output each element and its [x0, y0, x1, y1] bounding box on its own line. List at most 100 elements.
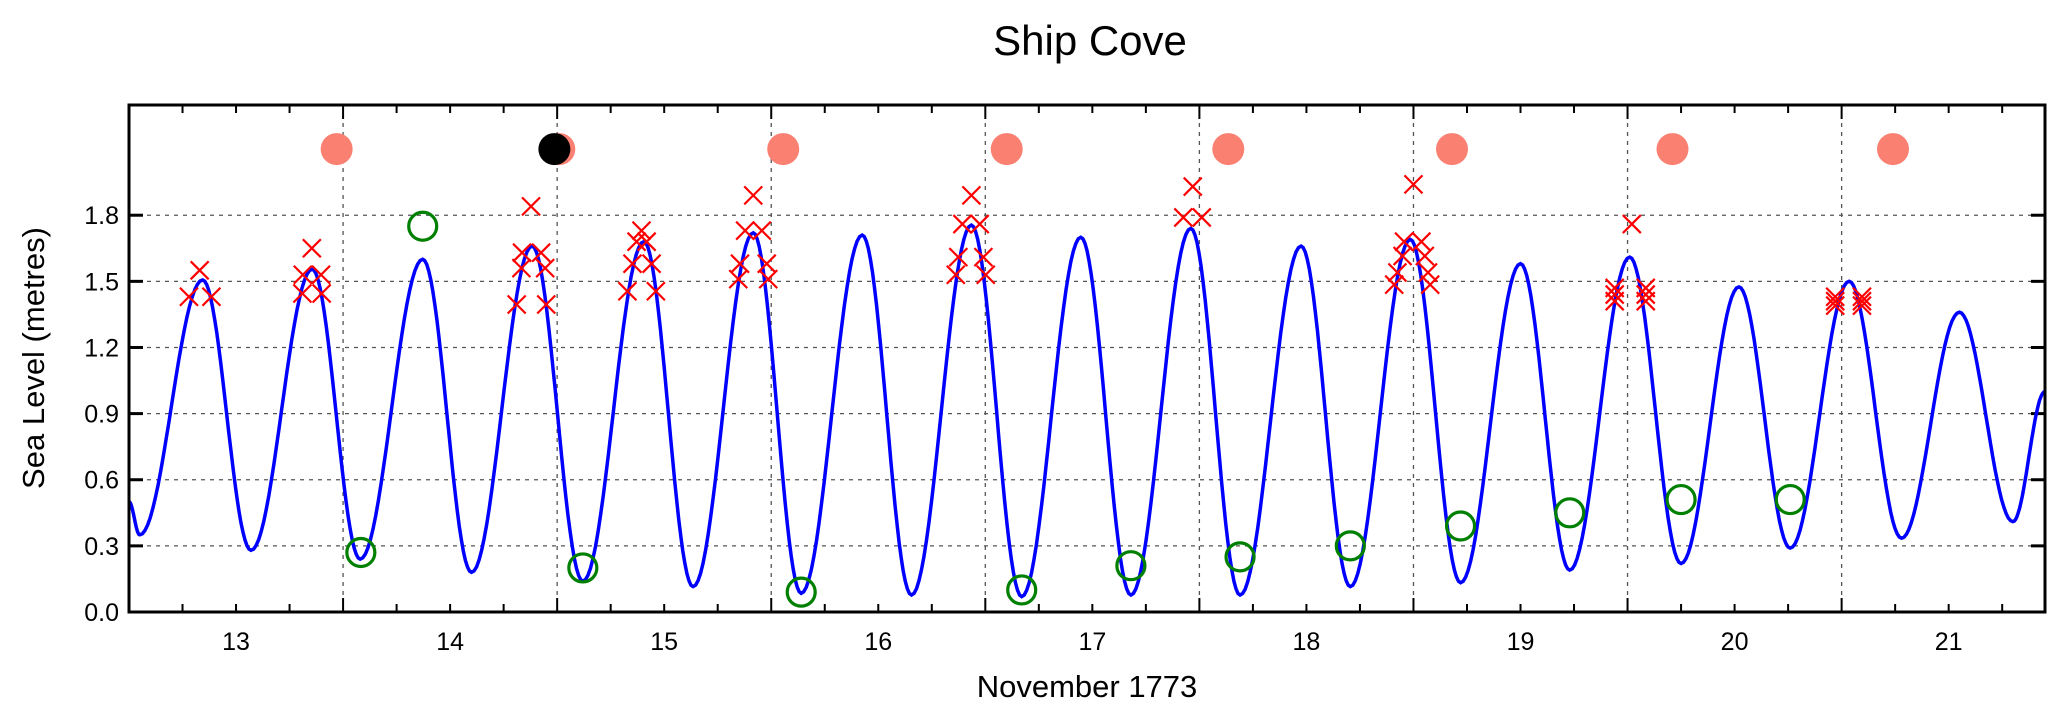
y-axis-label: Sea Level (metres)	[16, 227, 51, 489]
high-water-cross	[743, 185, 764, 206]
high-water-cross	[1384, 274, 1404, 295]
high-water-cross	[311, 264, 331, 285]
low-water-circle	[1774, 483, 1806, 516]
lunar-transit-dot	[1877, 133, 1910, 166]
low-water-circle	[785, 576, 817, 608]
high-water-cross	[730, 253, 750, 274]
high-water-cross	[728, 269, 749, 289]
lunar-transit-dot	[767, 133, 800, 166]
high-water-cross	[1852, 291, 1872, 311]
y-tick-label: 0.0	[84, 599, 119, 627]
low-water-circle	[1554, 497, 1586, 529]
plot-frame	[127, 103, 2047, 614]
high-water-cross	[201, 287, 222, 307]
x-tick-label: 18	[1293, 628, 1321, 656]
high-water-cross	[1415, 246, 1435, 266]
x-tick-label: 13	[222, 628, 250, 656]
high-water-cross	[1403, 174, 1424, 195]
high-water-cross	[973, 247, 994, 267]
high-water-cross	[617, 281, 638, 302]
high-water-cross	[626, 231, 647, 252]
y-tick-label: 1.2	[84, 334, 119, 362]
high-water-cross	[506, 294, 527, 315]
high-water-cross	[752, 220, 772, 241]
high-water-cross	[948, 247, 969, 267]
high-water-cross	[1635, 291, 1656, 311]
high-water-cross	[735, 220, 755, 241]
high-water-cross	[1387, 262, 1408, 283]
lunar-transit-dot	[320, 133, 353, 166]
high-water-cross	[758, 269, 779, 289]
high-water-cross	[531, 242, 551, 263]
high-water-cross	[1392, 246, 1413, 266]
high-water-cross	[1604, 291, 1625, 311]
high-water-cross	[1191, 207, 1212, 228]
high-water-cross	[1182, 176, 1203, 197]
high-water-cross	[512, 242, 532, 263]
lunar-transit-dot	[990, 133, 1023, 166]
y-tick-label: 0.9	[84, 401, 119, 429]
high-water-cross	[622, 253, 643, 274]
lunar-transit-dot	[1212, 133, 1245, 166]
high-water-cross	[1420, 274, 1440, 295]
high-water-cross	[1173, 207, 1194, 228]
high-water-cross	[975, 264, 996, 285]
high-water-cross	[945, 264, 966, 285]
y-tick-label: 0.6	[84, 467, 119, 495]
chart-title: Ship Cove	[993, 17, 1187, 64]
low-water-circle	[1334, 530, 1366, 562]
high-water-cross	[952, 214, 973, 234]
lunar-transit-dot	[1436, 133, 1469, 166]
high-water-cross	[1411, 231, 1432, 252]
new-moon-dot	[538, 133, 571, 166]
low-water-circle	[1006, 574, 1038, 606]
high-water-cross	[1604, 284, 1625, 305]
high-water-cross	[1418, 262, 1438, 283]
low-water-circle	[345, 536, 377, 569]
high-water-cross	[189, 260, 210, 281]
high-water-cross	[1852, 287, 1872, 307]
low-water-circle	[1665, 483, 1697, 516]
low-water-circle	[1444, 510, 1477, 542]
x-tick-label: 20	[1721, 628, 1749, 656]
high-water-cross	[302, 238, 322, 259]
high-water-cross	[293, 264, 313, 285]
high-water-cross	[536, 294, 557, 315]
high-water-cross	[292, 283, 313, 304]
x-tick-label: 21	[1935, 628, 1963, 656]
series-layer	[128, 133, 2046, 608]
high-water-cross	[1825, 291, 1845, 311]
high-water-cross	[535, 258, 555, 278]
x-tick-label: 14	[436, 628, 464, 656]
x-tick-label: 16	[864, 628, 892, 656]
high-water-cross	[969, 214, 990, 234]
grid	[129, 105, 2045, 612]
x-tick-label: 19	[1507, 628, 1535, 656]
low-water-circle	[1224, 541, 1256, 573]
low-water-circle	[1115, 550, 1147, 582]
x-tick-label: 15	[650, 628, 678, 656]
high-water-cross	[631, 220, 652, 241]
low-water-circle	[407, 210, 439, 242]
tide-curve	[128, 222, 2046, 599]
high-water-cross	[641, 253, 662, 274]
high-water-cross	[961, 185, 982, 206]
high-water-cross	[1825, 295, 1845, 316]
high-water-cross	[311, 283, 332, 304]
high-water-cross	[646, 281, 666, 302]
y-tick-label: 1.5	[84, 268, 119, 296]
high-water-cross	[521, 196, 541, 217]
tick-labels: 0.0 0.3 0.6 0.9 1.2 1.5 1.8 13 14 15 16 17 18 19 20 21	[84, 202, 1962, 656]
high-water-cross	[1852, 295, 1872, 316]
high-water-cross	[511, 258, 532, 278]
high-water-cross	[1622, 214, 1642, 234]
lunar-transit-dot	[1656, 133, 1689, 166]
high-water-cross	[179, 287, 199, 307]
high-water-cross	[756, 253, 777, 274]
x-axis-label: November 1773	[977, 669, 1198, 704]
x-tick-label: 17	[1078, 628, 1106, 656]
high-water-cross	[1825, 287, 1845, 307]
y-tick-label: 0.3	[84, 533, 119, 561]
high-water-cross	[636, 231, 657, 252]
